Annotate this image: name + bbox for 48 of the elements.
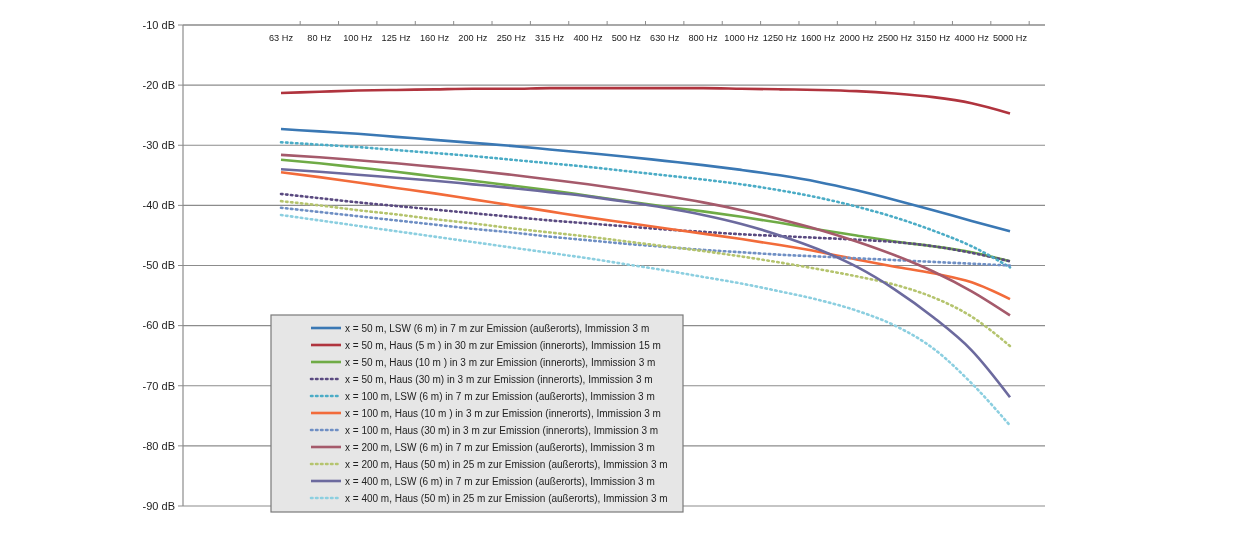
x-tick-label: 2500 Hz <box>877 33 913 43</box>
y-tick-label: -70 dB <box>142 379 175 392</box>
line-series <box>279 140 1012 269</box>
x-tick-label: 1600 Hz <box>801 33 836 43</box>
x-tick-label: 5000 Hz <box>992 33 1028 43</box>
line-series <box>279 86 1012 115</box>
x-tick-label: 1250 Hz <box>762 33 798 43</box>
legend-label: x = 50 m, Haus (5 m ) in 30 m zur Emission (innerorts), Immission 15 m <box>345 339 661 351</box>
line-series <box>279 127 1012 233</box>
y-tick-label: -50 dB <box>142 259 175 272</box>
legend-label: x = 50 m, Haus (10 m ) in 3 m zur Emission (innerorts), Immission 3 m <box>345 356 656 368</box>
y-tick-label: -40 dB <box>142 199 175 212</box>
x-tick-label: 800 Hz <box>688 33 719 43</box>
line-series <box>279 213 1012 427</box>
x-tick-label: 500 Hz <box>611 33 642 43</box>
legend-label: x = 200 m, Haus (50 m) in 25 m zur Emission (außerorts), Immission 3 m <box>345 458 668 470</box>
line-series <box>279 171 1012 301</box>
x-tick-label: 315 Hz <box>535 33 565 43</box>
x-tick-label: 2000 Hz <box>839 33 875 43</box>
legend-label: x = 50 m, LSW (6 m) in 7 m zur Emission (außerorts), Immission 3 m <box>345 322 650 334</box>
legend-label: x = 200 m, LSW (6 m) in 7 m zur Emission (außerorts), Immission 3 m <box>345 441 655 453</box>
x-tick-label: 400 Hz <box>573 33 603 43</box>
legend-label: x = 100 m, Haus (10 m ) in 3 m zur Emission (innerorts), Immission 3 m <box>345 407 661 419</box>
x-tick-label: 80 Hz <box>307 33 332 43</box>
legend-label: x = 400 m, Haus (50 m) in 25 m zur Emission (außerorts), Immission 3 m <box>345 492 668 504</box>
line-series <box>279 206 1012 267</box>
x-tick-label: 3150 Hz <box>916 33 951 43</box>
y-tick-label: -80 dB <box>142 439 175 452</box>
x-tick-label: 250 Hz <box>496 33 527 43</box>
x-tick-label: 4000 Hz <box>954 33 990 43</box>
x-tick-label: 200 Hz <box>458 33 488 43</box>
y-tick-label: -60 dB <box>142 319 175 332</box>
x-tick-label: 125 Hz <box>381 33 412 43</box>
x-tick-label: 160 Hz <box>419 33 450 43</box>
y-tick-label: -20 dB <box>142 78 175 91</box>
y-tick-label: -10 dB <box>142 18 175 31</box>
x-tick-label: 100 Hz <box>343 33 373 43</box>
legend-label: x = 100 m, LSW (6 m) in 7 m zur Emission (außerorts), Immission 3 m <box>345 390 655 402</box>
y-tick-label: -30 dB <box>142 139 175 152</box>
y-tick-label: -90 dB <box>142 499 175 512</box>
line-series <box>279 153 1012 317</box>
legend-label: x = 100 m, Haus (30 m) in 3 m zur Emission (innerorts), Immission 3 m <box>345 424 659 436</box>
x-tick-label: 1000 Hz <box>724 33 759 43</box>
line-series <box>279 192 1012 263</box>
legend-label: x = 50 m, Haus (30 m) in 3 m zur Emission (innerorts), Immission 3 m <box>345 373 653 385</box>
x-tick-label: 630 Hz <box>650 33 680 43</box>
legend-label: x = 400 m, LSW (6 m) in 7 m zur Emission (außerorts), Immission 3 m <box>345 475 655 487</box>
x-tick-label: 63 Hz <box>268 33 294 43</box>
